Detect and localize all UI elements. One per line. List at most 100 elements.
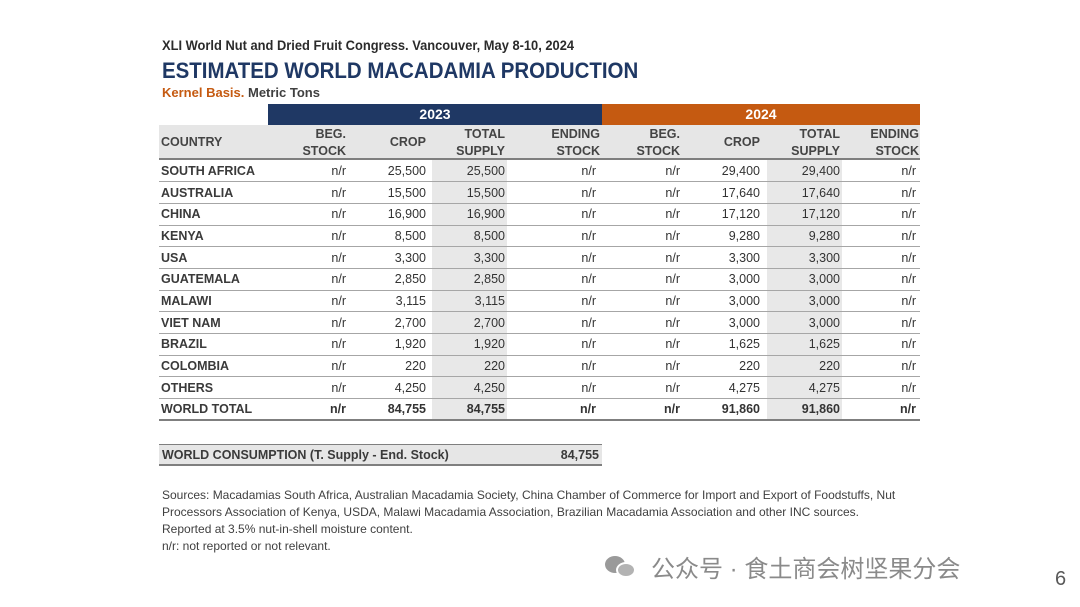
value-cell: 220 xyxy=(760,355,840,378)
congress-subtitle: XLI World Nut and Dried Fruit Congress. … xyxy=(162,37,575,53)
value-cell: 4,275 xyxy=(760,376,840,400)
year-2024-header: 2024 xyxy=(602,104,920,125)
value-cell: 91,860 xyxy=(680,398,760,422)
value-cell: n/r xyxy=(600,333,680,356)
col-header-ending-stock-2023: ENDING STOCK xyxy=(551,127,600,158)
value-cell: 29,400 xyxy=(760,160,840,183)
wechat-icon xyxy=(605,554,637,580)
value-cell: 9,280 xyxy=(680,225,760,248)
value-cell: 220 xyxy=(426,355,505,378)
value-cell: n/r xyxy=(840,160,920,183)
value-cell: n/r xyxy=(505,355,600,378)
value-cell: 2,700 xyxy=(346,311,426,334)
production-table: SOUTH AFRICA n/r 25,500 25,500 n/r n/r 29,400 2… xyxy=(159,160,920,422)
value-cell: n/r xyxy=(505,311,600,334)
col-header-total-supply-2023: TOTAL SUPPLY xyxy=(456,127,505,158)
watermark-text: 公众号 · 食土商会树坚果分会 xyxy=(651,556,961,583)
value-cell: n/r xyxy=(600,290,680,313)
value-cell: 3,000 xyxy=(680,268,760,291)
table-row: CHINA n/r 16,900 16,900 n/r n/r 17,120 17,120 n/… xyxy=(159,203,920,226)
value-cell: n/r xyxy=(268,333,346,356)
country-cell: BRAZIL xyxy=(159,333,268,356)
value-cell: 3,300 xyxy=(760,246,840,269)
value-cell: n/r xyxy=(600,311,680,334)
value-cell: 25,500 xyxy=(346,160,426,183)
value-cell: 16,900 xyxy=(426,203,505,226)
unit-label: Metric Tons xyxy=(244,85,320,100)
kernel-basis-label: Kernel Basis. xyxy=(162,85,245,100)
value-cell: 220 xyxy=(680,355,760,378)
value-cell: 17,120 xyxy=(680,203,760,226)
value-cell: 3,300 xyxy=(680,246,760,269)
value-cell: 3,000 xyxy=(680,290,760,313)
table-row: VIET NAM n/r 2,700 2,700 n/r n/r 3,000 3,000 n/r xyxy=(159,311,920,334)
table-row: AUSTRALIA n/r 15,500 15,500 n/r n/r 17,640 17,6… xyxy=(159,181,920,204)
country-cell: SOUTH AFRICA xyxy=(159,160,268,183)
value-cell: 84,755 xyxy=(346,398,426,422)
value-cell: n/r xyxy=(600,225,680,248)
value-cell: 2,850 xyxy=(426,268,505,291)
table-row: USA n/r 3,300 3,300 n/r n/r 3,300 3,300 n/r xyxy=(159,246,920,269)
value-cell: n/r xyxy=(600,268,680,291)
value-cell: n/r xyxy=(505,333,600,356)
value-cell: n/r xyxy=(505,225,600,248)
table-row: COLOMBIA n/r 220 220 n/r n/r 220 220 n/r xyxy=(159,355,920,378)
value-cell: n/r xyxy=(505,398,600,422)
value-cell: n/r xyxy=(600,246,680,269)
value-cell: 1,625 xyxy=(760,333,840,356)
value-cell: n/r xyxy=(505,376,600,400)
value-cell: n/r xyxy=(268,355,346,378)
value-cell: 3,000 xyxy=(760,290,840,313)
country-cell: USA xyxy=(159,246,268,269)
sources-text: Sources: Macadamias South Africa, Austra… xyxy=(162,488,899,519)
value-cell: n/r xyxy=(268,246,346,269)
value-cell: 8,500 xyxy=(426,225,505,248)
col-header-crop-2024: CROP xyxy=(723,135,760,149)
value-cell: n/r xyxy=(840,290,920,313)
value-cell: 17,640 xyxy=(760,181,840,204)
value-cell: n/r xyxy=(268,290,346,313)
value-cell: n/r xyxy=(268,160,346,183)
value-cell: n/r xyxy=(505,290,600,313)
value-cell: 1,920 xyxy=(346,333,426,356)
country-cell: GUATEMALA xyxy=(159,268,268,291)
value-cell: n/r xyxy=(505,181,600,204)
value-cell: n/r xyxy=(840,333,920,356)
value-cell: n/r xyxy=(840,225,920,248)
value-cell: n/r xyxy=(840,181,920,204)
col-header-total-supply-2024: TOTAL SUPPLY xyxy=(791,127,840,158)
table-row: GUATEMALA n/r 2,850 2,850 n/r n/r 3,000 3,000 n/… xyxy=(159,268,920,291)
year-2023-header: 2023 xyxy=(268,104,602,125)
value-cell: n/r xyxy=(268,398,346,422)
table-row: OTHERS n/r 4,250 4,250 n/r n/r 4,275 4,275 n/r xyxy=(159,376,920,400)
value-cell: n/r xyxy=(600,398,680,422)
value-cell: 2,850 xyxy=(346,268,426,291)
value-cell: 3,300 xyxy=(426,246,505,269)
country-cell: KENYA xyxy=(159,225,268,248)
country-cell: CHINA xyxy=(159,203,268,226)
value-cell: 3,000 xyxy=(760,268,840,291)
country-cell: MALAWI xyxy=(159,290,268,313)
value-cell: n/r xyxy=(840,398,920,422)
watermark: 公众号 · 食土商会树坚果分会 xyxy=(605,549,960,584)
col-header-ending-stock-2024: ENDING STOCK xyxy=(870,127,919,158)
value-cell: n/r xyxy=(840,268,920,291)
table-row: KENYA n/r 8,500 8,500 n/r n/r 9,280 9,280 n/r xyxy=(159,225,920,248)
value-cell: 17,120 xyxy=(760,203,840,226)
value-cell: 3,115 xyxy=(346,290,426,313)
value-cell: n/r xyxy=(268,268,346,291)
value-cell: n/r xyxy=(840,203,920,226)
value-cell: 2,700 xyxy=(426,311,505,334)
basis-line: Kernel Basis. Metric Tons xyxy=(162,85,320,100)
col-header-country: COUNTRY xyxy=(161,135,223,149)
value-cell: n/r xyxy=(268,376,346,400)
value-cell: n/r xyxy=(268,225,346,248)
world-consumption-value: 84,755 xyxy=(560,448,599,462)
country-cell: VIET NAM xyxy=(159,311,268,334)
value-cell: n/r xyxy=(268,311,346,334)
value-cell: 15,500 xyxy=(346,181,426,204)
value-cell: n/r xyxy=(600,181,680,204)
value-cell: n/r xyxy=(505,160,600,183)
value-cell: n/r xyxy=(268,203,346,226)
value-cell: 220 xyxy=(346,355,426,378)
